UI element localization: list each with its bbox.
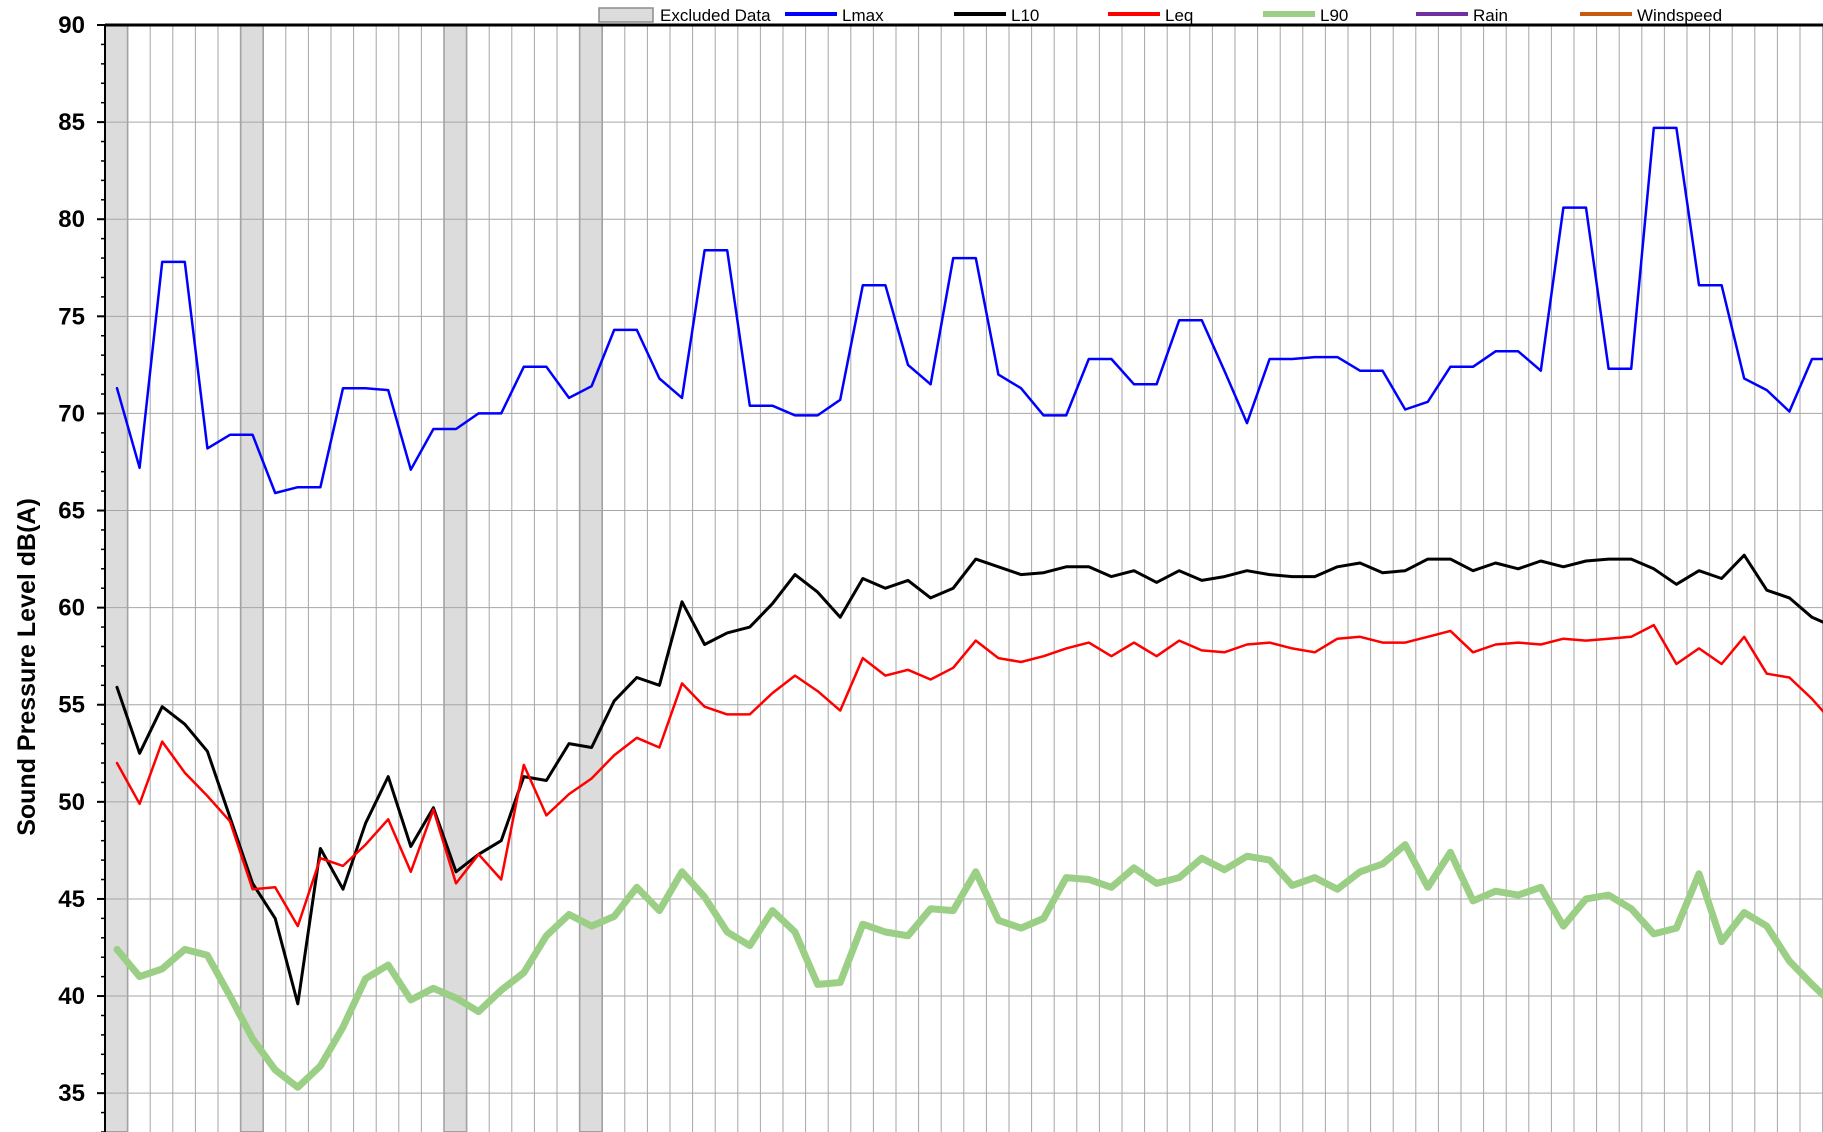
legend: Excluded Data Lmax L10 Leq L90 Rain Windspeed	[598, 6, 1722, 25]
legend-item-excluded-data: Excluded Data	[598, 6, 771, 25]
y-tick-labels: 35 40 45 50 55 60 65 70 75 80 85 90	[58, 12, 85, 1107]
legend-item-l90: L90	[1263, 6, 1348, 25]
y-tick-label: 80	[58, 206, 85, 233]
y-tick-label: 65	[58, 498, 85, 525]
excluded-band-2	[443, 24, 468, 1132]
legend-label: Leq	[1165, 6, 1193, 25]
excluded-band-3	[578, 24, 603, 1132]
y-axis-title: Sound Pressure Level dB(A)	[13, 498, 41, 836]
legend-item-rain: Rain	[1416, 6, 1508, 25]
y-tick-label: 40	[58, 983, 85, 1010]
excluded-band-0	[104, 24, 129, 1132]
legend-item-leq: Leq	[1108, 6, 1193, 25]
y-tick-label: 60	[58, 595, 85, 622]
series-l10-line	[115, 553, 1823, 1006]
legend-swatch-box	[598, 7, 654, 23]
series-lmax-line	[115, 126, 1823, 495]
y-tick-label: 90	[58, 12, 85, 39]
y-tick-label: 55	[58, 692, 85, 719]
legend-label: Excluded Data	[660, 6, 771, 25]
legend-item-l10: L10	[954, 6, 1039, 25]
axes	[97, 23, 1823, 1132]
legend-label: Windspeed	[1637, 6, 1722, 25]
legend-label: Lmax	[842, 6, 884, 25]
legend-label: L90	[1320, 6, 1348, 25]
legend-item-lmax: Lmax	[785, 6, 884, 25]
gridlines	[105, 24, 1823, 1132]
y-tick-label: 45	[58, 886, 85, 913]
y-tick-label: 85	[58, 109, 85, 136]
legend-label: Rain	[1473, 6, 1508, 25]
series-lines	[113, 126, 1823, 1091]
y-tick-label: 75	[58, 303, 85, 330]
series-leq-line	[115, 623, 1823, 928]
excluded-band-1	[239, 24, 264, 1132]
legend-item-windspeed: Windspeed	[1580, 6, 1722, 25]
y-tick-label: 70	[58, 400, 85, 427]
y-tick-label: 50	[58, 789, 85, 816]
series-l90-line	[113, 841, 1823, 1091]
legend-label: L10	[1011, 6, 1039, 25]
y-tick-label: 35	[58, 1080, 85, 1107]
